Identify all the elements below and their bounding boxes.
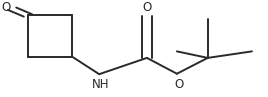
Text: O: O: [142, 1, 151, 14]
Text: NH: NH: [92, 78, 109, 91]
Text: O: O: [174, 78, 184, 91]
Text: O: O: [1, 1, 10, 14]
